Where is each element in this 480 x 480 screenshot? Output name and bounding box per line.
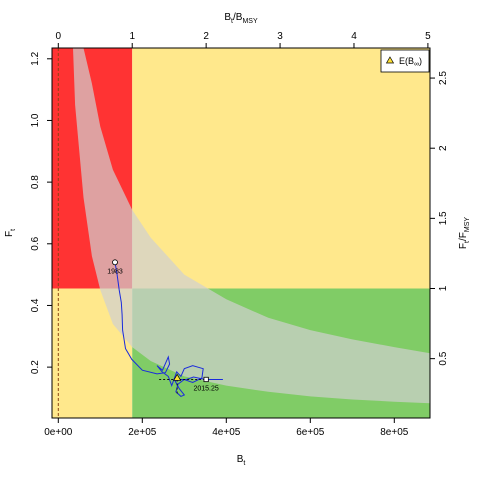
- left-tick-label: 0.4: [30, 298, 41, 312]
- left-tick-label: 0.8: [30, 175, 41, 189]
- bottom-axis-title: Bt: [237, 454, 246, 467]
- legend: E(B∞): [380, 49, 430, 73]
- right-tick-label: 2: [438, 145, 449, 151]
- marker-layer: [112, 259, 209, 383]
- bottom-tick-label: 4e+05: [212, 427, 241, 438]
- top-tick-label: 5: [425, 31, 431, 42]
- legend-box: [380, 49, 430, 73]
- right-axis: 0.5 1 1.5 2 2.5: [429, 71, 449, 366]
- top-tick-label: 3: [277, 31, 283, 42]
- right-tick-label: 2.5: [438, 71, 449, 85]
- top-axis-title: Bt/BMSY: [224, 12, 258, 25]
- bottom-tick-label: 0e+00: [44, 427, 73, 438]
- left-axis: 0.2 0.4 0.6 0.8 1.0 1.2: [30, 51, 53, 374]
- biomass-fishing-trajectory: [114, 262, 223, 397]
- expected-biomass-marker: [173, 373, 182, 381]
- top-tick-label: 0: [56, 31, 62, 42]
- confidence-band: [73, 48, 430, 404]
- right-tick-label: 0.5: [438, 351, 449, 365]
- right-tick-label: 1: [438, 285, 449, 291]
- end-point-marker: [203, 376, 209, 383]
- left-tick-label: 1.0: [30, 113, 41, 127]
- start-year-label: 1983: [107, 268, 123, 275]
- bottom-tick-label: 6e+05: [296, 427, 325, 438]
- right-axis-title: Ft/FMSY: [458, 217, 471, 249]
- end-year-label: 2015.25: [193, 385, 218, 392]
- top-tick-label: 2: [203, 31, 209, 42]
- left-tick-label: 0.6: [30, 236, 41, 250]
- left-axis-title: Ft: [4, 229, 17, 237]
- quadrant-yellow-top: [132, 48, 430, 289]
- legend-triangle-symbol: [385, 56, 395, 64]
- left-tick-label: 1.2: [30, 51, 41, 65]
- top-axis: 0 1 2 3 4 5: [56, 31, 431, 49]
- start-point-marker: [112, 259, 118, 266]
- right-tick-label: 1.5: [438, 211, 449, 225]
- top-tick-label: 4: [351, 31, 357, 42]
- legend-entry: E(B∞): [399, 56, 422, 68]
- top-tick-label: 1: [129, 31, 135, 42]
- left-tick-label: 0.2: [30, 360, 41, 374]
- bottom-tick-label: 2e+05: [128, 427, 157, 438]
- bottom-axis: 0e+00 2e+05 4e+05 6e+05 8e+05: [44, 417, 409, 438]
- bottom-tick-label: 8e+05: [380, 427, 409, 438]
